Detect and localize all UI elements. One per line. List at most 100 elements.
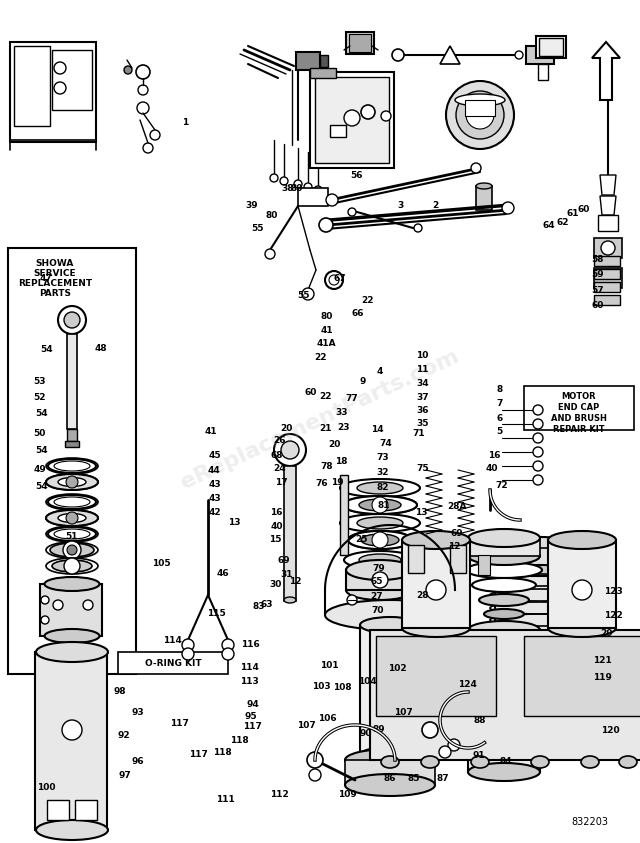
Text: 109: 109	[338, 790, 357, 798]
Text: 38: 38	[281, 185, 294, 193]
Text: 55: 55	[251, 224, 264, 233]
Bar	[594, 256, 620, 266]
Circle shape	[66, 512, 78, 524]
Ellipse shape	[48, 495, 96, 509]
Ellipse shape	[495, 735, 585, 757]
Bar	[14, 46, 50, 126]
Text: 12: 12	[448, 542, 461, 550]
Ellipse shape	[346, 580, 414, 600]
Ellipse shape	[344, 551, 416, 569]
Circle shape	[281, 441, 299, 459]
Circle shape	[222, 639, 234, 651]
Text: 42: 42	[208, 508, 221, 517]
Text: 10: 10	[416, 352, 429, 360]
Circle shape	[326, 194, 338, 206]
Ellipse shape	[466, 562, 542, 578]
Text: 13: 13	[415, 508, 428, 517]
Text: 92: 92	[117, 731, 130, 739]
Text: 104: 104	[358, 677, 377, 685]
Bar	[408, 545, 424, 573]
Circle shape	[41, 596, 49, 604]
Text: 63: 63	[260, 600, 273, 609]
Text: 98: 98	[113, 687, 126, 695]
Text: 17: 17	[275, 478, 288, 486]
Circle shape	[280, 177, 288, 185]
Circle shape	[62, 720, 82, 740]
Bar	[40, 584, 102, 636]
Text: 83: 83	[253, 603, 266, 611]
Text: 29: 29	[600, 630, 612, 638]
Text: 6: 6	[496, 414, 502, 422]
Text: 22: 22	[361, 296, 374, 304]
Bar	[340, 475, 348, 555]
Text: REPAIR KIT: REPAIR KIT	[553, 425, 605, 433]
Circle shape	[372, 572, 388, 588]
Circle shape	[348, 208, 356, 216]
Circle shape	[307, 752, 323, 768]
Text: 1: 1	[182, 118, 189, 126]
Text: 31: 31	[280, 571, 293, 579]
Text: 67: 67	[333, 274, 346, 282]
Text: 121: 121	[593, 657, 612, 665]
Ellipse shape	[340, 514, 420, 532]
Ellipse shape	[531, 756, 549, 768]
Bar	[468, 630, 540, 772]
Ellipse shape	[548, 531, 616, 549]
Text: REPLACEMENT: REPLACEMENT	[18, 280, 92, 288]
Text: 64: 64	[543, 222, 556, 230]
Text: 52: 52	[33, 393, 46, 401]
Bar	[594, 238, 622, 258]
Text: 75: 75	[416, 464, 429, 473]
Ellipse shape	[343, 496, 417, 514]
Text: END CAP: END CAP	[558, 402, 600, 411]
Bar	[298, 188, 328, 206]
Polygon shape	[600, 196, 616, 215]
Ellipse shape	[476, 183, 492, 189]
Circle shape	[64, 558, 80, 574]
Text: 2: 2	[432, 201, 438, 210]
Bar	[346, 570, 414, 590]
Bar	[495, 576, 585, 716]
Bar	[450, 545, 466, 573]
Ellipse shape	[46, 558, 98, 574]
Circle shape	[54, 62, 66, 74]
Text: 114: 114	[163, 636, 182, 645]
Polygon shape	[592, 42, 620, 100]
Ellipse shape	[48, 459, 96, 473]
Bar	[118, 652, 228, 674]
Circle shape	[456, 91, 504, 139]
Circle shape	[304, 183, 312, 191]
Text: 103: 103	[312, 682, 331, 690]
Text: 21: 21	[319, 424, 332, 432]
Text: 116: 116	[241, 641, 260, 649]
Text: 117: 117	[243, 722, 262, 731]
Ellipse shape	[402, 531, 470, 549]
Circle shape	[314, 186, 322, 194]
Circle shape	[502, 202, 514, 214]
Ellipse shape	[48, 527, 96, 541]
Ellipse shape	[50, 543, 94, 557]
Bar	[346, 32, 374, 54]
Circle shape	[150, 130, 160, 140]
Text: 28: 28	[416, 591, 429, 599]
Text: 13: 13	[228, 518, 241, 527]
Text: 35: 35	[416, 419, 429, 427]
Text: 95: 95	[244, 712, 257, 721]
Text: 97: 97	[118, 771, 131, 780]
Text: PARTS: PARTS	[39, 289, 71, 298]
Text: 93: 93	[131, 708, 144, 717]
Circle shape	[426, 580, 446, 600]
Text: 15: 15	[269, 535, 282, 544]
Circle shape	[67, 545, 77, 555]
Bar	[598, 215, 618, 231]
Text: AND BRUSH: AND BRUSH	[551, 414, 607, 422]
Circle shape	[347, 595, 357, 605]
Ellipse shape	[484, 609, 524, 619]
Text: 107: 107	[296, 722, 316, 730]
Bar	[594, 282, 620, 292]
Circle shape	[382, 682, 398, 698]
Text: 69: 69	[451, 529, 463, 538]
Circle shape	[143, 143, 153, 153]
Ellipse shape	[359, 554, 401, 566]
Polygon shape	[440, 46, 460, 64]
